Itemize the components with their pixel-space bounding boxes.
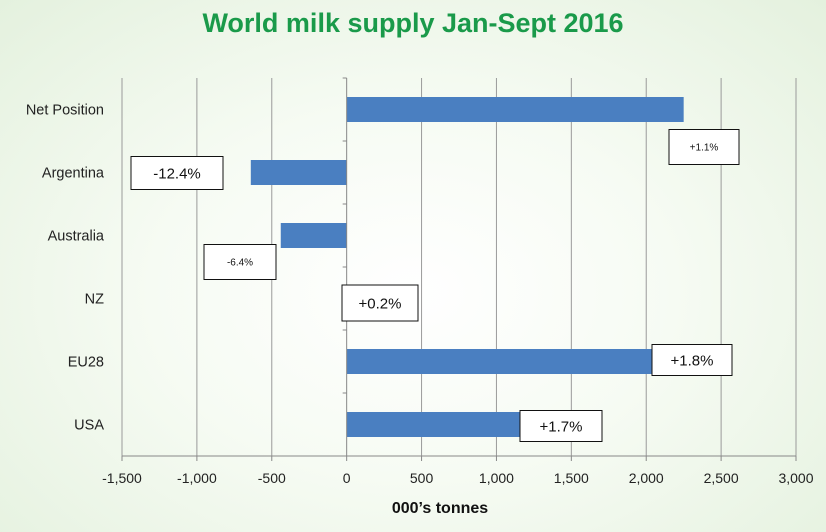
category-label: Australia xyxy=(48,229,105,245)
labels: -1,500 -1,000 -500 0 500 1,000 1,500 2,000 2,500… xyxy=(26,103,814,487)
annotation-box xyxy=(203,244,277,280)
x-tick-label: 2,000 xyxy=(629,470,664,486)
x-tick-label: 1,500 xyxy=(554,470,589,486)
x-tick-label: 2,500 xyxy=(704,470,739,486)
annotation-label: +1.1% xyxy=(690,143,719,154)
annotation-label: +0.2% xyxy=(359,295,402,312)
x-tick-label: 3,000 xyxy=(778,470,813,486)
x-axis-title: 000’s tonnes xyxy=(392,500,488,517)
x-tick-label: 0 xyxy=(343,470,351,486)
annotation-label: +1.7% xyxy=(540,418,583,435)
annotation-box xyxy=(668,129,740,165)
annotation-box xyxy=(651,344,733,376)
category-label: Net Position xyxy=(26,103,104,119)
x-tick-label: -500 xyxy=(258,470,286,486)
chart-title: World milk supply Jan-Sept 2016 xyxy=(202,8,624,38)
axes xyxy=(121,77,797,461)
annotation-label: +1.8% xyxy=(671,352,714,369)
annotation-box xyxy=(341,284,419,322)
annotation-label: -12.4% xyxy=(153,165,201,182)
annotations: +1.1% -12.4% -6.4% +0.2% +1.8% +1.7% xyxy=(130,129,740,442)
x-tick-label: -1,000 xyxy=(177,470,217,486)
x-tick-label: 1,000 xyxy=(479,470,514,486)
category-label: Argentina xyxy=(42,166,105,182)
bar xyxy=(346,412,521,437)
category-label: USA xyxy=(74,418,104,434)
bar xyxy=(346,97,684,122)
annotation-label: -6.4% xyxy=(227,258,253,269)
x-tick-label: 500 xyxy=(410,470,434,486)
category-label: EU28 xyxy=(68,355,104,371)
annotation-box xyxy=(519,410,603,442)
category-label: NZ xyxy=(85,292,104,308)
x-tick-label: -1,500 xyxy=(102,470,142,486)
bar xyxy=(346,349,653,374)
bars xyxy=(250,97,684,437)
bar xyxy=(250,160,347,185)
annotation-box xyxy=(130,156,224,190)
bar xyxy=(280,223,347,248)
